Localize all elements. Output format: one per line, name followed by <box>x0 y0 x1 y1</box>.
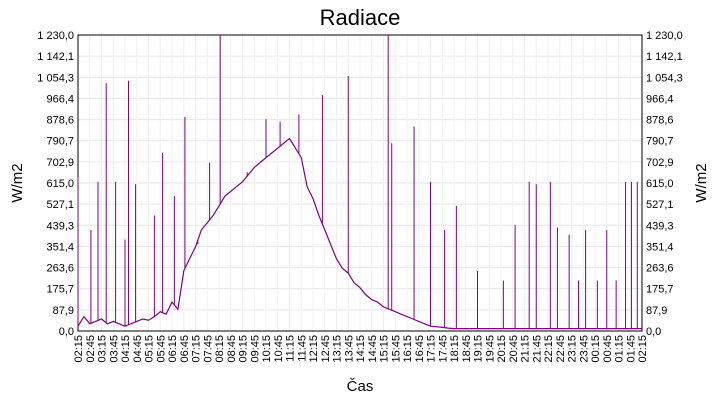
x-tick-label: 13:45 <box>343 335 355 363</box>
y-tick-label-left: 0,0 <box>59 326 74 338</box>
x-tick-label: 12:15 <box>308 335 320 363</box>
y-tick-label-right: 351,4 <box>646 241 674 253</box>
x-tick-label: 05:15 <box>144 335 156 363</box>
x-tick-label: 00:45 <box>602 335 614 363</box>
x-tick-label: 16:45 <box>414 335 426 363</box>
y-tick-label-right: 527,1 <box>646 199 674 211</box>
y-tick-label-right: 439,3 <box>646 220 674 232</box>
series-line <box>77 137 642 330</box>
y-tick-label-right: 175,7 <box>646 284 674 296</box>
x-tick-label: 01:15 <box>614 335 626 363</box>
x-tick-label: 09:15 <box>238 335 250 363</box>
x-tick-label: 20:45 <box>508 335 520 363</box>
y-tick-label-right: 790,7 <box>646 136 674 148</box>
x-tick-label: 22:15 <box>543 335 555 363</box>
y-tick-label-left: 527,1 <box>46 199 74 211</box>
x-tick-label: 19:15 <box>473 335 485 363</box>
y-tick-label-right: 702,9 <box>646 157 674 169</box>
x-tick-label: 17:15 <box>426 335 438 363</box>
x-tick-label: 17:45 <box>437 335 449 363</box>
y-tick-label-left: 1 054,3 <box>37 72 74 84</box>
x-tick-label: 18:15 <box>449 335 461 363</box>
x-tick-label: 07:15 <box>191 335 203 363</box>
x-tick-label: 03:15 <box>97 335 109 363</box>
grid-lines <box>77 34 643 332</box>
x-tick-label: 06:45 <box>179 335 191 363</box>
x-tick-label: 04:45 <box>132 335 144 363</box>
y-tick-label-left: 351,4 <box>46 241 74 253</box>
chart-title: Radiace <box>320 5 401 30</box>
x-tick-label: 06:15 <box>167 335 179 363</box>
y-tick-label-left: 615,0 <box>46 178 74 190</box>
y-tick-label-left: 702,9 <box>46 157 74 169</box>
y-tick-label-left: 1 230,0 <box>37 30 74 42</box>
x-tick-label: 05:45 <box>155 335 167 363</box>
y-tick-label-right: 0,0 <box>646 326 661 338</box>
x-tick-label: 23:15 <box>567 335 579 363</box>
x-tick-label: 01:45 <box>625 335 637 363</box>
x-tick-label: 02:45 <box>85 335 97 363</box>
x-tick-label: 18:45 <box>461 335 473 363</box>
x-tick-label: 21:15 <box>520 335 532 363</box>
x-tick-label: 23:45 <box>578 335 590 363</box>
y-tick-label-right: 1 230,0 <box>646 30 683 42</box>
x-tick-label: 08:15 <box>214 335 226 363</box>
y-tick-label-left: 790,7 <box>46 136 74 148</box>
x-tick-label: 02:15 <box>637 335 649 363</box>
x-tick-label: 07:45 <box>202 335 214 363</box>
x-tick-label: 03:45 <box>108 335 120 363</box>
x-tick-label: 16:15 <box>402 335 414 363</box>
y-tick-label-left: 87,9 <box>53 305 74 317</box>
x-tick-label: 21:45 <box>531 335 543 363</box>
x-tick-label: 12:45 <box>320 335 332 363</box>
x-tick-label: 10:15 <box>261 335 273 363</box>
x-tick-label: 13:15 <box>332 335 344 363</box>
y-tick-label-right: 878,6 <box>646 115 674 127</box>
y-axis-right: 0,0 87,9 175,7 263,6 351,4 439,3 527,1 615,0 702… <box>646 30 683 338</box>
y-tick-label-left: 175,7 <box>46 284 74 296</box>
y-tick-label-right: 615,0 <box>646 178 674 190</box>
x-tick-label: 14:45 <box>367 335 379 363</box>
y-tick-label-right: 87,9 <box>646 305 667 317</box>
x-tick-label: 10:45 <box>273 335 285 363</box>
x-tick-label: 14:15 <box>355 335 367 363</box>
x-tick-label: 09:45 <box>249 335 261 363</box>
y-tick-label-right: 263,6 <box>646 263 674 275</box>
y-axis-label-left: W/m2 <box>9 163 26 202</box>
y-tick-label-right: 966,4 <box>646 93 674 105</box>
x-axis-label: Čas <box>347 378 374 395</box>
y-tick-label-left: 263,6 <box>46 263 74 275</box>
x-axis: 02:15 02:45 03:15 03:45 04:15 04:45 05:15 05:45… <box>73 335 649 363</box>
y-tick-label-left: 966,4 <box>46 93 74 105</box>
y-tick-label-left: 878,6 <box>46 115 74 127</box>
x-tick-label: 22:45 <box>555 335 567 363</box>
y-tick-label-left: 439,3 <box>46 220 74 232</box>
y-axis-label-right: W/m2 <box>693 163 710 202</box>
x-tick-label: 08:45 <box>226 335 238 363</box>
y-tick-label-left: 1 142,1 <box>37 51 74 63</box>
x-tick-label: 04:15 <box>120 335 132 363</box>
y-tick-label-right: 1 054,3 <box>646 72 683 84</box>
x-tick-label: 00:15 <box>590 335 602 363</box>
x-tick-label: 15:15 <box>379 335 391 363</box>
x-tick-label: 20:15 <box>496 335 508 363</box>
x-tick-label: 19:45 <box>484 335 496 363</box>
y-axis-left: 0,0 87,9 175,7 263,6 351,4 439,3 527,1 615,0 702… <box>37 30 74 338</box>
y-tick-label-right: 1 142,1 <box>646 51 683 63</box>
x-tick-label: 11:45 <box>296 335 308 362</box>
x-tick-label: 11:15 <box>285 335 297 362</box>
series-radiation <box>77 35 642 330</box>
x-tick-label: 15:45 <box>390 335 402 363</box>
x-tick-label: 02:15 <box>73 335 85 363</box>
